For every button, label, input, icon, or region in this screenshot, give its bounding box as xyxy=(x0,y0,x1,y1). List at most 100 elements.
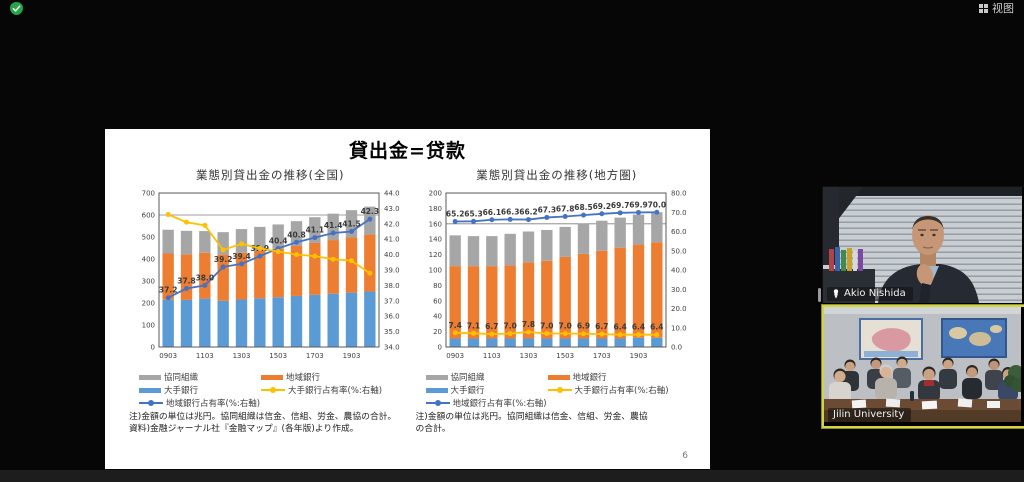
svg-text:39.2: 39.2 xyxy=(214,255,233,264)
svg-text:1703: 1703 xyxy=(306,352,324,360)
participant-name-tag: Akio Nishida xyxy=(827,287,913,301)
svg-text:6.4: 6.4 xyxy=(650,323,663,332)
svg-text:0903: 0903 xyxy=(160,352,178,360)
svg-text:66.3: 66.3 xyxy=(501,207,520,216)
svg-text:7.0: 7.0 xyxy=(558,322,571,331)
svg-text:0.0: 0.0 xyxy=(671,344,682,352)
grid-view-icon xyxy=(979,4,988,13)
chart-national: 業態別貸出金の推移(全国) 0 100 200 300 400 500 600 700 34.0… xyxy=(127,165,414,436)
svg-text:20: 20 xyxy=(433,328,442,336)
participant-name: Jilin University xyxy=(833,409,905,420)
svg-text:67.8: 67.8 xyxy=(556,204,575,213)
svg-text:38.0: 38.0 xyxy=(196,273,215,282)
svg-text:38.0: 38.0 xyxy=(384,282,400,290)
legend-item: 大手銀行占有率(%:右軸) xyxy=(547,384,701,396)
taskbar-strip xyxy=(0,470,1024,482)
svg-text:6.4: 6.4 xyxy=(632,323,645,332)
svg-text:1103: 1103 xyxy=(483,352,501,360)
svg-text:6.7: 6.7 xyxy=(485,322,498,331)
svg-text:30.0: 30.0 xyxy=(671,286,687,294)
svg-text:180: 180 xyxy=(428,205,441,213)
legend-item: 地域銀行占有率(%:右軸) xyxy=(139,397,260,409)
security-shield-icon[interactable] xyxy=(10,2,23,15)
chart-legend-national: 協同組織 地域銀行 大手銀行 大手銀行占有率(%:右軸) 地域銀行占有率(%:右軸) xyxy=(127,371,414,409)
svg-text:0903: 0903 xyxy=(446,352,464,360)
svg-text:70.0: 70.0 xyxy=(671,209,687,217)
svg-text:100: 100 xyxy=(428,267,441,275)
slide-title: 貸出金=贷款 xyxy=(349,140,466,162)
video-scene-akio xyxy=(823,187,1022,303)
audience xyxy=(829,356,1018,404)
legend-item: 大手銀行 xyxy=(139,384,257,396)
wall-map-china xyxy=(859,318,923,360)
svg-text:120: 120 xyxy=(428,251,441,259)
svg-text:39.0: 39.0 xyxy=(384,267,400,275)
svg-text:1503: 1503 xyxy=(270,352,288,360)
svg-text:69.9: 69.9 xyxy=(629,200,648,209)
participant-tile-akio-nishida[interactable]: Akio Nishida xyxy=(822,186,1024,306)
svg-text:37.8: 37.8 xyxy=(177,276,196,285)
presentation-slide: 貸出金=贷款 業態別貸出金の推移(全国) 0 100 200 300 400 500 600… xyxy=(105,129,710,469)
legend-item: 大手銀行 xyxy=(425,384,544,396)
chart-note-regional: 注)金額の単位は兆円。協同組織は信金、信組、労金、農協 の合計。 xyxy=(415,412,648,434)
legend-item: 地域銀行 xyxy=(547,371,701,383)
participant-tile-jilin-university[interactable]: Jilin University xyxy=(822,305,1024,428)
svg-text:36.0: 36.0 xyxy=(384,313,400,321)
svg-text:69.7: 69.7 xyxy=(611,201,630,210)
legend-item: 協同組織 xyxy=(139,371,257,383)
svg-text:43.0: 43.0 xyxy=(384,205,400,213)
svg-text:0: 0 xyxy=(437,344,441,352)
svg-text:41.4: 41.4 xyxy=(324,221,343,230)
chart-canvas-regional: 0 20 40 60 80 100 120 140 160 180 200 0.0 10.0 20.0 30… xyxy=(428,190,687,361)
svg-text:40.0: 40.0 xyxy=(384,251,400,259)
meeting-topbar: 视图 xyxy=(0,0,1024,18)
svg-text:66.1: 66.1 xyxy=(482,208,501,217)
svg-text:41.1: 41.1 xyxy=(306,226,325,235)
participant-name-tag: Jilin University xyxy=(828,408,912,422)
svg-text:10.0: 10.0 xyxy=(671,324,687,332)
checkmark-icon xyxy=(12,5,21,12)
chart-note-national: 注)金額の単位は兆円。協同組織は信金、信組、労金、農協の合計。 資料)金融ジャー… xyxy=(129,412,397,434)
svg-text:700: 700 xyxy=(142,190,155,198)
svg-text:37.2: 37.2 xyxy=(159,286,178,295)
svg-text:68.5: 68.5 xyxy=(574,203,593,212)
svg-text:300: 300 xyxy=(142,278,155,286)
svg-text:6.4: 6.4 xyxy=(613,323,626,332)
svg-text:44.0: 44.0 xyxy=(384,190,400,198)
chart-title-regional: 業態別貸出金の推移(地方圏) xyxy=(476,168,638,182)
svg-text:7.4: 7.4 xyxy=(448,321,461,330)
chart-legend-regional: 協同組織 地域銀行 大手銀行 大手銀行占有率(%:右軸) 地域銀行占有率(%:右軸) xyxy=(414,371,701,409)
legend-item: 大手銀行占有率(%:右軸) xyxy=(261,384,414,396)
svg-text:70.0: 70.0 xyxy=(647,200,666,209)
pin-icon xyxy=(833,288,839,299)
legend-item: 地域銀行 xyxy=(261,371,414,383)
svg-text:1903: 1903 xyxy=(343,352,361,360)
svg-text:80: 80 xyxy=(433,282,442,290)
svg-text:35.0: 35.0 xyxy=(384,328,400,336)
panel-resize-handle[interactable] xyxy=(818,288,821,302)
svg-text:6.7: 6.7 xyxy=(595,322,608,331)
svg-text:41.5: 41.5 xyxy=(342,220,361,229)
participant-name: Akio Nishida xyxy=(844,288,906,299)
wall-map-world xyxy=(941,318,1007,358)
plant xyxy=(1004,365,1021,392)
svg-text:400: 400 xyxy=(142,256,155,264)
svg-text:40.0: 40.0 xyxy=(671,267,687,275)
svg-text:42.3: 42.3 xyxy=(361,207,380,216)
svg-text:66.2: 66.2 xyxy=(519,208,538,217)
video-scene-jilin xyxy=(824,307,1021,422)
svg-text:7.0: 7.0 xyxy=(540,322,553,331)
svg-text:1303: 1303 xyxy=(233,352,251,360)
svg-text:50.0: 50.0 xyxy=(671,247,687,255)
svg-text:80.0: 80.0 xyxy=(671,190,687,198)
svg-text:41.0: 41.0 xyxy=(384,236,400,244)
svg-text:65.2: 65.2 xyxy=(446,209,465,218)
view-button[interactable]: 视图 xyxy=(977,1,1016,16)
view-button-label: 视图 xyxy=(992,2,1014,15)
svg-text:1703: 1703 xyxy=(593,352,611,360)
svg-text:40: 40 xyxy=(433,313,442,321)
svg-text:1103: 1103 xyxy=(196,352,214,360)
svg-text:7.8: 7.8 xyxy=(522,320,535,329)
svg-text:140: 140 xyxy=(428,236,441,244)
svg-text:69.2: 69.2 xyxy=(592,202,611,211)
